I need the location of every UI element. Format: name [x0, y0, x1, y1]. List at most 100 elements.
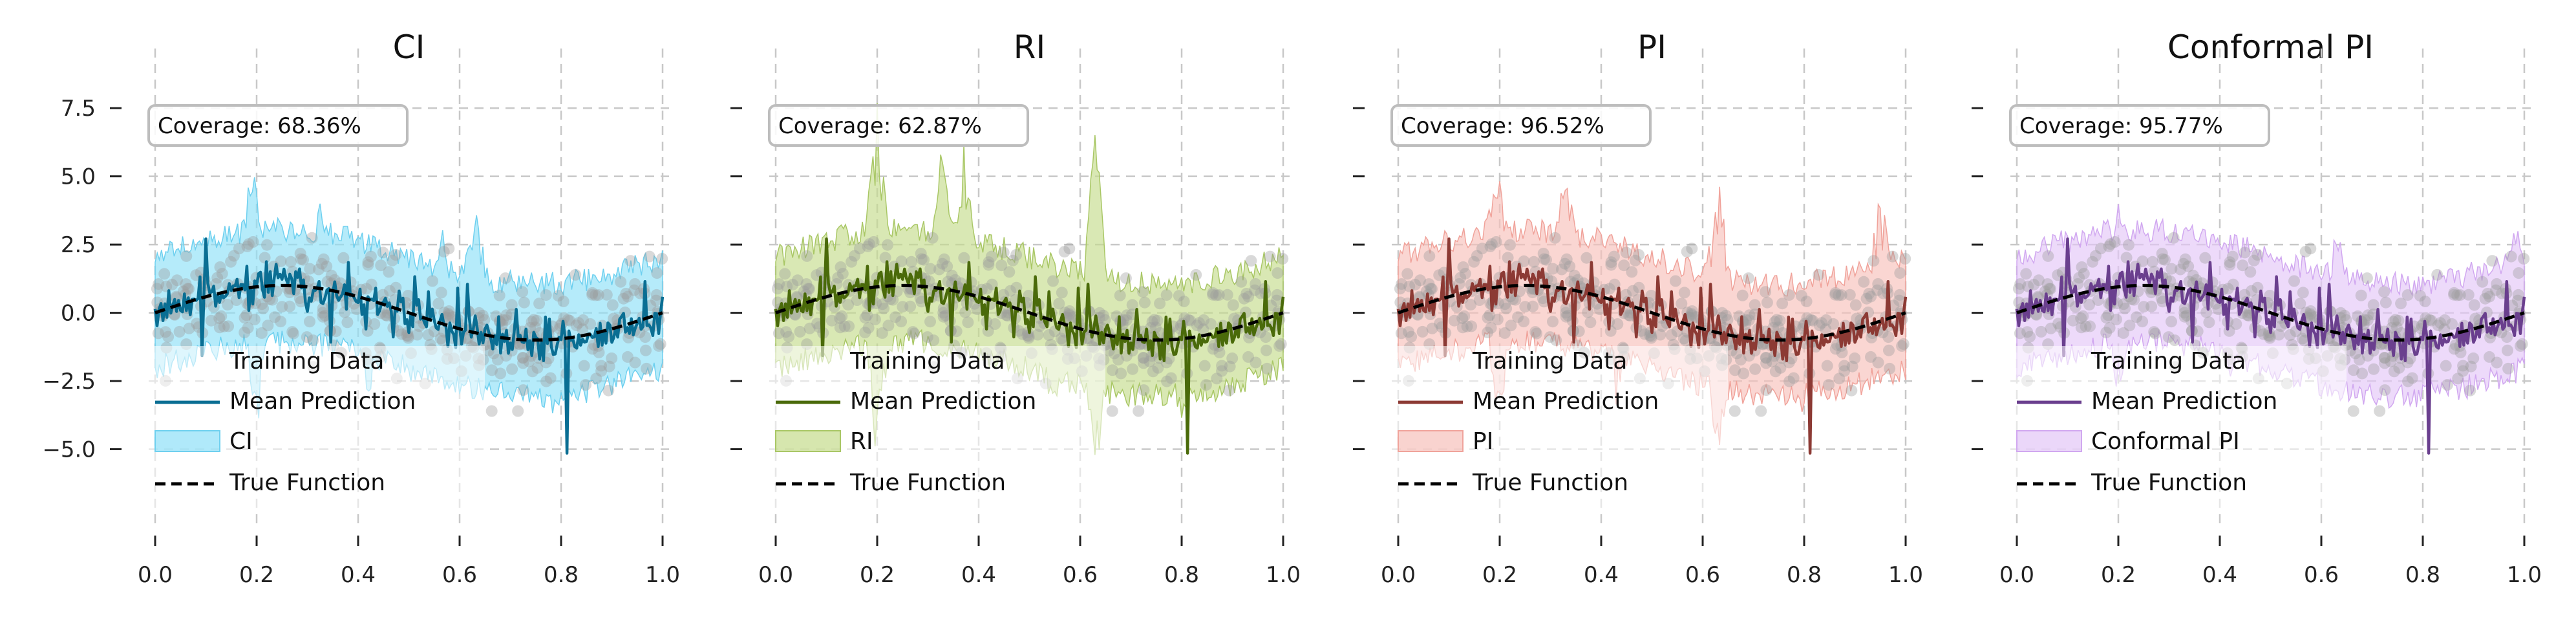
- training-point: [1121, 309, 1133, 321]
- training-point: [2512, 288, 2524, 301]
- legend-label: True Function: [849, 470, 1006, 496]
- training-point: [650, 288, 663, 301]
- training-point: [1504, 239, 1516, 251]
- training-point: [486, 364, 498, 376]
- training-point: [1144, 355, 1156, 367]
- training-point: [301, 331, 313, 343]
- training-point: [1560, 302, 1572, 314]
- training-point: [1531, 327, 1542, 340]
- training-point: [222, 299, 234, 311]
- mean-prediction-line: [153, 237, 665, 455]
- training-point: [2020, 268, 2032, 280]
- training-point: [639, 331, 652, 343]
- training-point: [1562, 309, 1574, 321]
- training-point: [780, 326, 793, 338]
- legend-label: True Function: [2091, 470, 2247, 496]
- training-point: [1224, 360, 1236, 373]
- training-point: [2432, 320, 2444, 331]
- training-point: [443, 243, 455, 255]
- training-point: [2156, 248, 2168, 259]
- training-point: [1571, 274, 1584, 286]
- training-point: [1656, 320, 1668, 332]
- training-point: [1518, 316, 1530, 328]
- training-point: [950, 325, 963, 338]
- panel-title: CI: [393, 28, 425, 66]
- training-point: [2395, 298, 2407, 310]
- training-point: [1560, 253, 1573, 265]
- training-point: [1456, 312, 1469, 324]
- training-point: [365, 250, 377, 263]
- training-point: [2212, 303, 2224, 316]
- training-point: [2045, 322, 2057, 334]
- training-point: [1146, 316, 1158, 328]
- training-point: [2305, 305, 2317, 317]
- training-point: [2491, 356, 2503, 369]
- legend-label: RI: [850, 428, 873, 455]
- training-point: [2439, 314, 2451, 326]
- training-point: [259, 252, 271, 264]
- training-point: [1626, 266, 1638, 278]
- training-point: [846, 255, 858, 268]
- training-point: [1396, 278, 1408, 290]
- training-point: [1190, 268, 1202, 281]
- training-point: [941, 260, 953, 272]
- training-point: [1776, 298, 1789, 310]
- training-point: [1865, 351, 1877, 363]
- training-point: [1813, 320, 1826, 331]
- training-point: [859, 312, 871, 324]
- training-point: [1635, 325, 1648, 337]
- coverage-box: Coverage: 95.77%: [2009, 104, 2270, 147]
- training-point: [986, 278, 998, 290]
- training-point: [2297, 287, 2309, 299]
- training-point: [1235, 276, 1248, 288]
- training-point: [624, 255, 637, 267]
- training-point: [476, 309, 489, 321]
- training-point: [531, 314, 543, 327]
- x-tick-label: 0.4: [1584, 562, 1619, 588]
- training-point: [478, 314, 491, 326]
- training-point: [1456, 321, 1469, 334]
- training-point: [1250, 278, 1262, 290]
- training-point: [1729, 405, 1741, 417]
- training-point: [895, 316, 908, 328]
- x-tick-label: 0.6: [1063, 562, 1098, 588]
- training-point: [1457, 261, 1469, 273]
- training-point: [595, 360, 608, 372]
- training-point: [1678, 287, 1690, 299]
- training-point: [2275, 320, 2287, 332]
- training-point: [2296, 332, 2308, 345]
- training-point: [825, 314, 838, 327]
- training-point: [1639, 328, 1651, 340]
- training-point: [2490, 284, 2502, 296]
- training-point: [233, 243, 245, 255]
- training-point: [1106, 405, 1118, 417]
- x-tick-label: 0.6: [442, 562, 477, 588]
- training-point: [1484, 309, 1496, 321]
- training-point: [1200, 379, 1212, 391]
- x-tick-label: 0.4: [961, 562, 996, 588]
- training-point: [493, 289, 506, 301]
- training-point: [1540, 254, 1552, 266]
- training-point: [1537, 292, 1549, 305]
- training-point: [2362, 309, 2374, 321]
- training-point: [1426, 322, 1438, 334]
- training-point: [1829, 287, 1842, 299]
- training-point: [1872, 356, 1884, 369]
- training-point: [1114, 289, 1126, 301]
- training-point: [1833, 373, 1846, 385]
- training-point: [242, 321, 254, 334]
- training-point: [869, 313, 881, 325]
- training-point: [1182, 314, 1195, 326]
- training-point: [1605, 259, 1617, 271]
- training-point: [526, 365, 538, 378]
- training-point: [2087, 255, 2099, 268]
- training-point: [2479, 292, 2491, 305]
- training-point: [2237, 259, 2249, 272]
- training-point: [2387, 316, 2400, 328]
- training-point: [2175, 263, 2186, 276]
- training-point: [2404, 353, 2416, 365]
- training-point: [593, 346, 605, 358]
- training-point: [2120, 252, 2133, 264]
- training-point: [802, 283, 814, 295]
- training-point: [275, 316, 287, 328]
